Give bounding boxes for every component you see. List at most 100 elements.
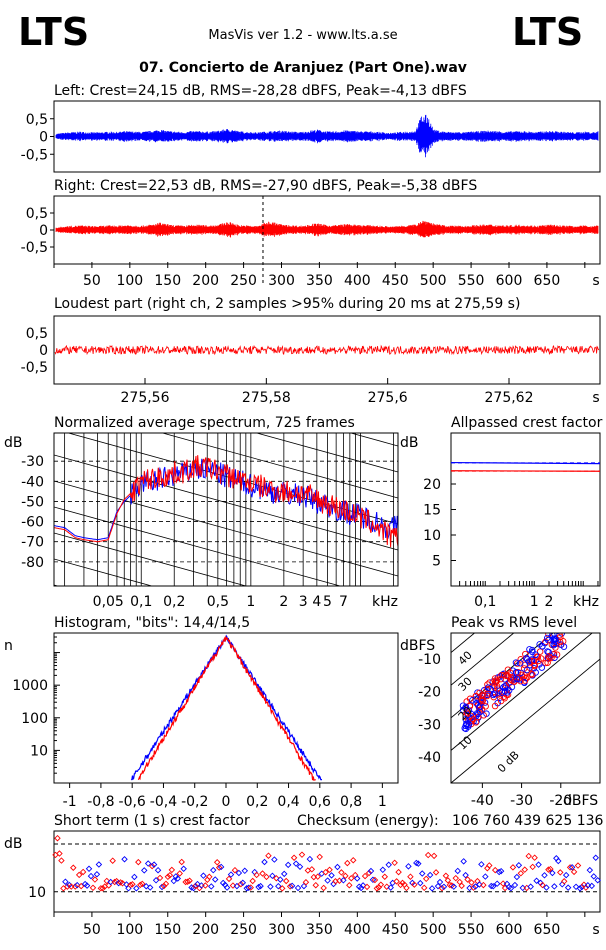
- short-term-point: [491, 866, 499, 874]
- spectrum-slope-line: [54, 532, 248, 586]
- peak-rms-point: [477, 708, 484, 716]
- spectrum-slope-line: [54, 454, 398, 551]
- peak-rms-xlabel: dBFS: [563, 793, 598, 809]
- peak-rms-point: [504, 672, 512, 680]
- spectrum-slope-line: [54, 480, 398, 577]
- peak-rms-point: [512, 659, 520, 666]
- spectrum-x-tick: 7: [339, 594, 348, 610]
- spectrum-plot: [54, 433, 398, 586]
- short-term-point: [208, 883, 215, 890]
- allpassed-frame: [450, 432, 601, 587]
- short-term-x-tick: 100: [116, 922, 143, 938]
- short-term-ylabel: dB: [4, 836, 23, 852]
- short-term-point: [381, 873, 389, 880]
- short-term-point: [474, 877, 481, 885]
- short-term-point: [342, 872, 349, 880]
- short-term-x-tick: 550: [458, 922, 485, 938]
- right-x-tick: 300: [268, 273, 295, 289]
- short-term-point: [239, 879, 247, 887]
- peak-rms-point: [484, 684, 492, 691]
- short-term-point: [235, 869, 243, 877]
- short-term-point: [271, 856, 278, 863]
- histogram-y-tick: 100: [21, 711, 48, 727]
- short-term-point: [383, 883, 390, 890]
- short-term-point: [359, 882, 367, 889]
- short-term-point: [590, 873, 598, 880]
- short-term-point: [259, 870, 266, 877]
- histogram-x-tick: 0: [222, 794, 231, 810]
- peak-rms-crest-line: [451, 633, 593, 751]
- short-term-point: [129, 881, 136, 888]
- peak-rms-point: [521, 677, 529, 684]
- short-term-point: [223, 884, 231, 891]
- short-term-point: [314, 873, 321, 880]
- short-term-y-tick: 10: [28, 885, 46, 901]
- short-term-point: [170, 877, 178, 885]
- short-term-point: [247, 884, 254, 891]
- short-term-point: [419, 870, 426, 877]
- short-term-point: [444, 877, 452, 884]
- short-term-point: [200, 872, 207, 879]
- right-waveform: [55, 220, 599, 238]
- peak-rms-point: [523, 666, 531, 674]
- right-x-tick: 250: [230, 273, 257, 289]
- short-term-point: [286, 883, 294, 890]
- short-term-x-tick: 250: [230, 922, 257, 938]
- peak-rms-point: [463, 709, 470, 716]
- peak-rms-point: [533, 653, 541, 660]
- right-x-tick: s: [592, 273, 599, 289]
- short-term-point: [184, 878, 191, 885]
- spectrum-x-tick: 2: [279, 594, 288, 610]
- peak-rms-diagonal-label: 0 dB: [495, 748, 522, 775]
- short-term-point: [194, 880, 201, 888]
- short-term-point: [294, 884, 302, 892]
- loudest-y-tick: 0,5: [26, 326, 48, 342]
- checksum-value: 106 760 439 625 136: [452, 813, 604, 829]
- right-title: Right: Crest=22,53 dB, RMS=-27,90 dBFS, …: [54, 178, 477, 194]
- short-term-point: [413, 859, 420, 867]
- short-term-point: [373, 885, 381, 892]
- spectrum-slope-line: [54, 558, 154, 586]
- peak-rms-point: [518, 671, 525, 679]
- peak-rms-point: [500, 671, 508, 679]
- histogram-series-left: [130, 634, 322, 781]
- short-term-point: [486, 862, 493, 869]
- peak-rms-point: [514, 660, 521, 667]
- peak-rms-point: [483, 685, 491, 693]
- peak-rms-diagonal-label: 10: [456, 733, 475, 752]
- histogram-x-tick: -0,4: [150, 794, 177, 810]
- file-title: 07. Concierto de Aranjuez (Part One).wav: [139, 60, 467, 76]
- loudest-waveform: [54, 344, 600, 356]
- short-term-point: [438, 884, 446, 892]
- short-term-point: [91, 876, 99, 883]
- peak-rms-point: [517, 660, 524, 667]
- short-term-x-tick: 650: [534, 922, 561, 938]
- left-y-tick: 0,5: [26, 112, 48, 128]
- short-term-point: [263, 873, 270, 881]
- short-term-point: [269, 872, 276, 880]
- peak-rms-point: [542, 638, 549, 646]
- short-term-point: [432, 869, 440, 876]
- short-term-point: [440, 883, 448, 891]
- short-term-point: [562, 871, 570, 879]
- spectrum-y-tick: -80: [21, 555, 44, 571]
- histogram-x-tick: -0,8: [87, 794, 114, 810]
- peak-rms-point: [545, 655, 552, 662]
- short-term-point: [468, 879, 475, 886]
- peak-rms-point: [498, 671, 505, 679]
- short-term-point: [241, 867, 249, 875]
- right-x-tick: 50: [83, 273, 101, 289]
- short-term-point: [326, 866, 333, 874]
- short-term-point: [142, 883, 150, 890]
- peak-rms-point: [532, 651, 539, 658]
- short-term-point: [405, 863, 412, 870]
- loudest-y-tick: -0,5: [21, 360, 48, 376]
- peak-rms-point: [474, 710, 482, 718]
- histogram-x-tick: 0,8: [340, 794, 362, 810]
- short-term-point: [385, 861, 392, 869]
- short-term-point: [511, 881, 519, 889]
- peak-rms-y-tick: -20: [418, 685, 441, 701]
- spectrum-x-tick: 5: [323, 594, 332, 610]
- short-term-point: [135, 858, 142, 866]
